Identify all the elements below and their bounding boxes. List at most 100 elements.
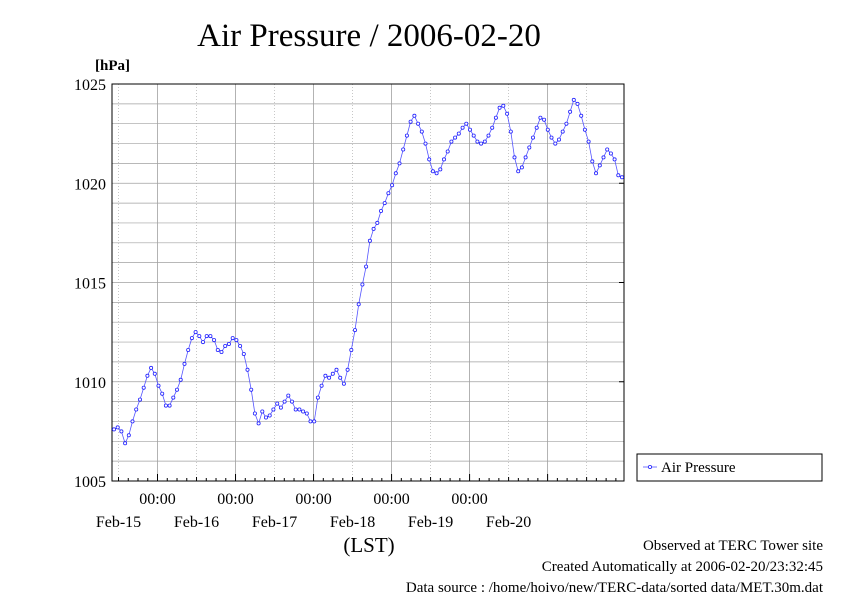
- data-point: [174, 387, 179, 392]
- x-axis-label: (LST): [343, 533, 394, 557]
- data-point: [564, 121, 569, 126]
- y-tick-label: 1005: [74, 474, 106, 491]
- legend-box: [636, 453, 823, 482]
- data-point: [453, 135, 458, 140]
- data-point: [427, 157, 432, 162]
- data-point: [594, 171, 599, 176]
- data-point: [137, 397, 142, 402]
- data-point: [586, 139, 591, 144]
- data-point: [238, 343, 243, 348]
- y-tick-label: 1025: [74, 77, 106, 94]
- data-point: [597, 163, 602, 168]
- data-point: [330, 371, 335, 376]
- data-point: [479, 141, 484, 146]
- data-point: [438, 167, 443, 172]
- data-point: [252, 411, 257, 416]
- data-point: [293, 407, 298, 412]
- data-point: [182, 361, 187, 366]
- data-point: [152, 371, 157, 376]
- x-tick-day-label: Feb-16: [174, 514, 219, 531]
- data-point: [608, 151, 613, 156]
- data-point: [263, 415, 268, 420]
- data-point: [582, 127, 587, 132]
- data-point: [441, 157, 446, 162]
- data-point: [419, 129, 424, 134]
- data-point: [590, 159, 595, 164]
- data-point: [612, 157, 617, 162]
- data-point: [579, 113, 584, 118]
- data-point: [289, 399, 294, 404]
- data-point: [620, 175, 625, 180]
- data-point: [378, 208, 383, 213]
- data-point: [234, 338, 239, 343]
- data-point: [226, 341, 231, 346]
- data-point: [319, 383, 324, 388]
- footer-observed: Observed at TERC Tower site: [643, 538, 823, 554]
- series-air-pressure: [112, 97, 625, 446]
- data-point: [356, 302, 361, 307]
- data-point: [212, 338, 217, 343]
- data-point: [223, 343, 228, 348]
- data-point: [471, 133, 476, 138]
- data-point: [249, 387, 254, 392]
- x-tick-day-label: Feb-18: [330, 514, 375, 531]
- data-point: [531, 135, 536, 140]
- footer-data-source: Data source : /home/hoivo/new/TERC-data/…: [406, 580, 824, 595]
- data-point: [560, 129, 565, 134]
- data-point: [345, 367, 350, 372]
- data-point: [141, 385, 146, 390]
- data-point: [568, 109, 573, 114]
- data-point: [219, 349, 224, 354]
- data-point: [256, 421, 261, 426]
- data-point: [323, 373, 328, 378]
- footer-created: Created Automatically at 2006-02-20/23:3…: [542, 559, 823, 575]
- data-point: [315, 395, 320, 400]
- data-point: [475, 139, 480, 144]
- data-point: [204, 334, 209, 339]
- x-tick-time-label: 00:00: [451, 491, 487, 508]
- data-point: [382, 201, 387, 206]
- data-point: [286, 393, 291, 398]
- data-point: [341, 381, 346, 386]
- data-point: [397, 161, 402, 166]
- data-point: [493, 115, 498, 120]
- data-point: [367, 238, 372, 243]
- x-tick-time-label: 00:00: [217, 491, 253, 508]
- legend-point-marker: [648, 464, 653, 469]
- data-point: [482, 139, 487, 144]
- data-point: [123, 441, 128, 446]
- data-point: [186, 347, 191, 352]
- data-point: [605, 147, 610, 152]
- data-point: [423, 141, 428, 146]
- data-point: [375, 220, 380, 225]
- data-point: [512, 155, 517, 160]
- x-tick-time-label: 00:00: [373, 491, 409, 508]
- data-point: [163, 403, 168, 408]
- series-line: [113, 99, 623, 445]
- data-point: [267, 413, 272, 418]
- data-point: [490, 125, 495, 130]
- legend: Air Pressure: [636, 453, 823, 482]
- data-point: [449, 139, 454, 144]
- x-tick-day-label: Feb-19: [408, 514, 453, 531]
- data-point: [297, 407, 302, 412]
- data-point: [130, 419, 135, 424]
- data-point: [193, 330, 198, 335]
- data-point: [301, 409, 306, 414]
- data-point: [616, 173, 621, 178]
- data-point: [230, 336, 235, 341]
- data-point: [456, 131, 461, 136]
- data-point: [334, 367, 339, 372]
- x-tick-time-label: 00:00: [139, 491, 175, 508]
- data-point: [215, 347, 220, 352]
- data-point: [416, 121, 421, 126]
- data-point: [408, 119, 413, 124]
- data-point: [312, 419, 317, 424]
- data-point: [134, 407, 139, 412]
- y-axis-unit-label: [hPa]: [95, 58, 130, 74]
- data-point: [156, 383, 161, 388]
- data-point: [553, 141, 558, 146]
- x-axis-ticks: Feb-15 00:00 Feb-16 00:00 Feb-17 00:00 Feb-18 0…: [96, 474, 617, 531]
- data-point: [167, 403, 172, 408]
